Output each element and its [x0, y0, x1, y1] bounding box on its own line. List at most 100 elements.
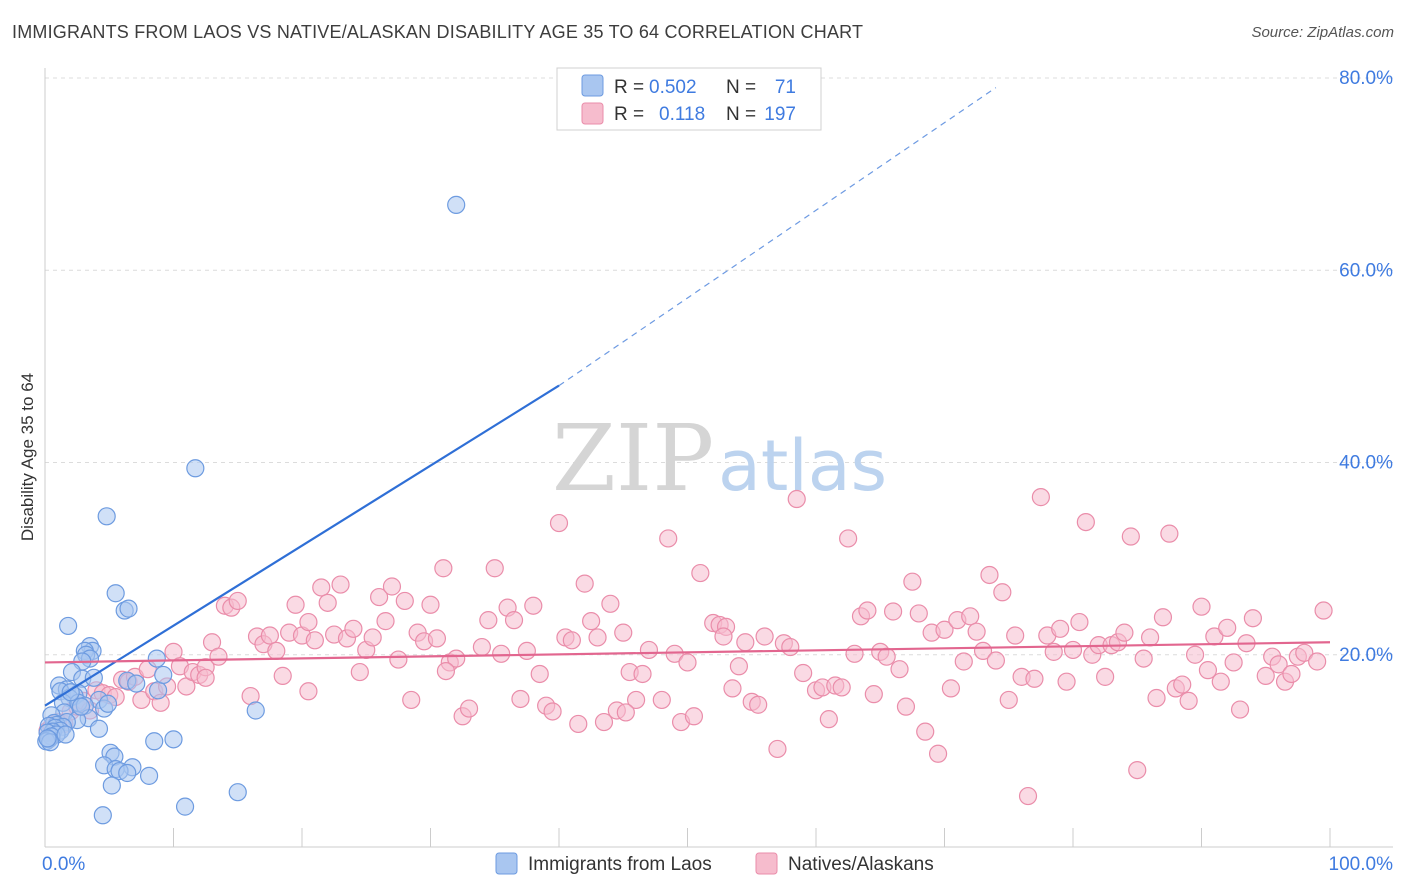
- laos-point: [164, 730, 183, 749]
- laos-point: [38, 729, 57, 748]
- natives-point: [616, 703, 635, 722]
- x-tick-label-min: 0.0%: [42, 854, 85, 875]
- natives-point: [286, 595, 305, 614]
- y-tick-label: 20.0%: [1339, 645, 1393, 666]
- natives-point: [434, 559, 453, 578]
- laos-point: [154, 665, 173, 685]
- natives-point: [916, 722, 935, 741]
- natives-point: [569, 714, 588, 734]
- natives-point: [1256, 666, 1275, 685]
- natives-point: [209, 647, 228, 666]
- natives-point: [402, 690, 421, 710]
- stats-r-label-laos: R =: [614, 77, 644, 98]
- laos-points: [37, 195, 466, 825]
- natives-point: [562, 631, 581, 650]
- y-tick-label: 80.0%: [1339, 68, 1393, 89]
- natives-point: [768, 739, 787, 759]
- natives-point: [1179, 691, 1198, 710]
- natives-point: [1230, 700, 1250, 719]
- laos-point: [145, 732, 164, 751]
- laos-point: [56, 725, 75, 744]
- natives-point: [363, 628, 382, 647]
- natives-point: [903, 572, 922, 591]
- natives-point: [736, 633, 755, 652]
- natives-point: [344, 619, 363, 638]
- laos-point: [106, 584, 125, 603]
- natives-point: [1295, 643, 1314, 662]
- natives-point: [845, 644, 864, 663]
- natives-point: [659, 529, 678, 548]
- natives-point: [389, 650, 408, 669]
- natives-point: [485, 559, 504, 578]
- natives-point: [421, 595, 440, 614]
- watermark-zip: ZIP: [552, 405, 714, 512]
- natives-point: [459, 699, 479, 718]
- natives-point: [723, 679, 742, 698]
- natives-point: [678, 653, 697, 672]
- natives-point: [883, 602, 903, 621]
- natives-point: [1243, 609, 1263, 628]
- laos-point: [147, 649, 166, 668]
- natives-point: [436, 661, 456, 681]
- natives-point: [626, 690, 646, 710]
- natives-point: [999, 690, 1018, 710]
- natives-point: [749, 695, 768, 714]
- natives-point: [684, 707, 704, 726]
- stats-r-value-natives: 0.118: [659, 104, 705, 125]
- natives-point: [196, 668, 215, 687]
- laos-point: [148, 681, 168, 700]
- legend-swatch-natives: [755, 852, 778, 875]
- chart-title: IMMIGRANTS FROM LAOS VS NATIVE/ALASKAN D…: [12, 22, 864, 42]
- stats-n-value-laos: 71: [775, 77, 796, 98]
- laos-point: [175, 797, 195, 816]
- laos-point: [127, 674, 146, 693]
- natives-point: [1134, 649, 1153, 668]
- natives-point: [781, 637, 800, 657]
- natives-point: [794, 663, 813, 683]
- stats-legend: R = 0.502 N = 71 R = 0.118 N = 197: [556, 67, 822, 131]
- natives-point: [132, 690, 151, 710]
- natives-point: [909, 604, 928, 623]
- legend-label-natives: Natives/Alaskans: [788, 854, 934, 875]
- y-tick-label: 40.0%: [1339, 453, 1393, 474]
- natives-point: [331, 575, 350, 594]
- natives-point: [492, 644, 511, 663]
- x-tick-label-max: 100.0%: [1329, 854, 1394, 875]
- natives-point: [1115, 623, 1134, 642]
- y-tick-label: 60.0%: [1339, 260, 1393, 281]
- laos-point: [93, 806, 112, 825]
- natives-point: [524, 596, 543, 615]
- natives-point: [1160, 524, 1179, 543]
- natives-point: [228, 591, 247, 611]
- natives-point: [729, 657, 749, 676]
- natives-point: [382, 577, 402, 596]
- natives-point: [954, 652, 973, 671]
- natives-point: [639, 640, 659, 660]
- natives-point: [1314, 601, 1333, 620]
- natives-point: [1173, 675, 1192, 694]
- natives-point: [267, 641, 286, 661]
- natives-point: [877, 647, 896, 666]
- natives-point: [832, 678, 851, 697]
- natives-point: [714, 627, 733, 646]
- laos-point: [102, 776, 121, 795]
- laos-point: [139, 766, 159, 785]
- natives-point: [1192, 597, 1211, 616]
- natives-point: [312, 578, 331, 597]
- natives-point: [1057, 672, 1076, 691]
- y-tick-labels: 20.0% 40.0% 60.0% 80.0%: [1339, 68, 1393, 666]
- natives-point: [1140, 628, 1160, 647]
- natives-point: [864, 685, 883, 704]
- stats-n-label-laos: N =: [726, 77, 756, 98]
- source-label: Source: ZipAtlas.com: [1251, 24, 1394, 41]
- natives-point: [755, 627, 774, 646]
- laos-point: [228, 783, 247, 802]
- natives-point: [896, 697, 916, 716]
- natives-point: [1147, 688, 1166, 708]
- laos-point: [98, 694, 118, 713]
- stats-r-label-natives: R =: [614, 104, 644, 125]
- natives-point: [318, 593, 337, 612]
- natives-point: [376, 612, 395, 631]
- natives-point: [395, 591, 414, 611]
- natives-point: [299, 612, 318, 632]
